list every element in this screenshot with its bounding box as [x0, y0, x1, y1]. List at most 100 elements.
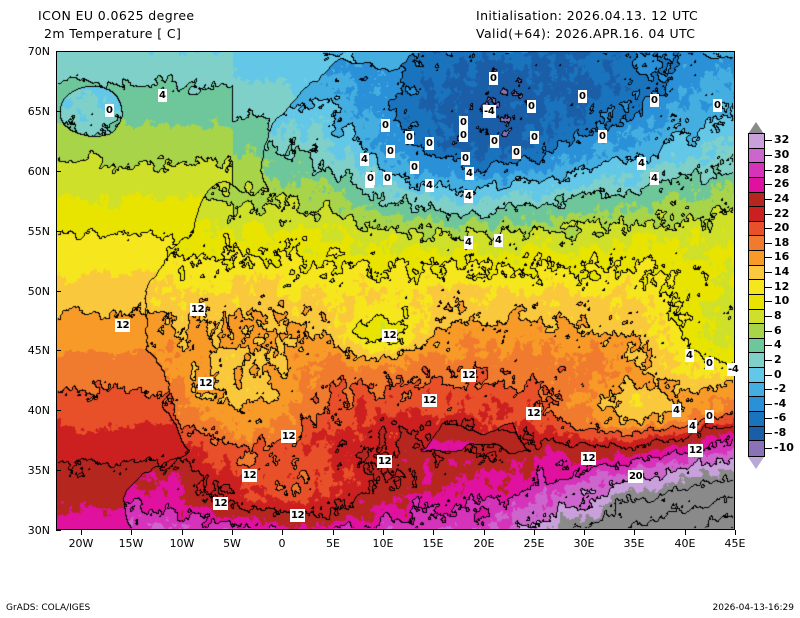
- colorbar-tick-label: 6: [774, 324, 782, 337]
- contour-label: 0: [705, 410, 714, 423]
- colorbar-tick: [765, 301, 772, 302]
- lon-tick: [685, 530, 686, 535]
- footer-credit: GrADS: COLA/IGES: [6, 603, 91, 613]
- contour-label: 12: [377, 455, 393, 468]
- colorbar-cell: [749, 177, 764, 193]
- lat-tick-label: 35N: [27, 464, 50, 477]
- lon-tick: [383, 530, 384, 535]
- colorbar-cell: [749, 382, 764, 398]
- contour-label: 12: [190, 303, 206, 316]
- colorbar-tick-label: -4: [774, 397, 787, 410]
- colorbar-cell: [749, 441, 764, 456]
- lon-tick-label: 0: [278, 537, 286, 550]
- lon-tick: [634, 530, 635, 535]
- colorbar-tick-label: 20: [774, 221, 790, 234]
- contour-label: 0: [527, 100, 536, 113]
- contour-label: 4: [464, 236, 473, 249]
- contour-label: 0: [598, 130, 607, 143]
- colorbar-cell: [749, 397, 764, 412]
- colorbar-tick-label: -2: [774, 382, 787, 395]
- colorbar-tick: [765, 257, 772, 258]
- contour-label: 0: [410, 161, 419, 174]
- colorbar-tick-label: -8: [774, 426, 787, 439]
- contour-label: 12: [242, 469, 258, 482]
- colorbar: [748, 133, 765, 457]
- lon-tick-label: 40E: [674, 537, 696, 550]
- colorbar-overflow-low-arrow: [748, 457, 764, 469]
- colorbar-tick-label: 16: [774, 250, 790, 263]
- colorbar-tick: [765, 243, 772, 244]
- colorbar-tick: [765, 418, 772, 419]
- lat-tick: [56, 530, 61, 531]
- contour-label: 12: [213, 497, 229, 510]
- contour-label: 4: [637, 157, 646, 170]
- variable-title: 2m Temperature [ C]: [44, 26, 182, 41]
- temperature-map: [56, 51, 735, 530]
- contour-label: 4: [360, 153, 369, 166]
- contour-label: 0: [530, 131, 539, 144]
- contour-label: 0: [713, 99, 722, 112]
- colorbar-cell: [749, 280, 764, 295]
- colorbar-tick: [765, 199, 772, 200]
- lon-tick: [534, 530, 535, 535]
- contour-label: 0: [386, 145, 395, 158]
- colorbar-tick-label: -6: [774, 411, 787, 424]
- lon-tick: [282, 530, 283, 535]
- colorbar-tick: [765, 389, 772, 390]
- colorbar-tick-label: 8: [774, 309, 782, 322]
- lon-tick-label: 5E: [326, 537, 340, 550]
- contour-label: 12: [198, 377, 214, 390]
- colorbar-tick-label: 12: [774, 280, 790, 293]
- colorbar-tick: [765, 375, 772, 376]
- lat-tick: [56, 470, 61, 471]
- contour-label: -4: [483, 105, 496, 118]
- colorbar-cell: [749, 353, 764, 368]
- colorbar-cell: [749, 265, 764, 281]
- lat-tick: [56, 51, 61, 52]
- colorbar-tick: [765, 360, 772, 361]
- contour-label: 4: [650, 172, 659, 185]
- contour-label: 0: [459, 129, 468, 142]
- contour-label: 0: [366, 172, 375, 185]
- valid-time: Valid(+64): 2026.APR.16. 04 UTC: [476, 26, 696, 41]
- colorbar-cell: [749, 294, 764, 310]
- lat-tick-label: 70N: [27, 45, 50, 58]
- colorbar-tick-label: -10: [774, 441, 794, 454]
- contour-label: 12: [581, 452, 597, 465]
- lon-tick: [232, 530, 233, 535]
- colorbar-tick-label: 10: [774, 294, 790, 307]
- colorbar-tick-label: 18: [774, 236, 790, 249]
- contour-label: 4: [672, 404, 681, 417]
- colorbar-tick: [765, 331, 772, 332]
- colorbar-cell: [749, 148, 764, 164]
- model-title: ICON EU 0.0625 degree: [38, 8, 195, 23]
- colorbar-cell: [749, 236, 764, 251]
- colorbar-cell: [749, 207, 764, 222]
- initialisation-time: Initialisation: 2026.04.13. 12 UTC: [476, 8, 699, 23]
- lon-tick-label: 35E: [623, 537, 645, 550]
- lat-tick-label: 55N: [27, 225, 50, 238]
- lon-tick: [333, 530, 334, 535]
- contour-label: 12: [688, 444, 704, 457]
- colorbar-tick: [765, 272, 772, 273]
- map-raster: [57, 52, 734, 529]
- contour-label: 12: [382, 329, 398, 342]
- colorbar-tick-label: 30: [774, 148, 790, 161]
- contour-label: 12: [290, 509, 306, 522]
- lon-tick: [433, 530, 434, 535]
- colorbar-tick-label: 22: [774, 207, 790, 220]
- lon-tick: [584, 530, 585, 535]
- lon-tick-label: 10W: [169, 537, 195, 550]
- lon-tick: [735, 530, 736, 535]
- colorbar-tick: [765, 404, 772, 405]
- lon-tick-label: 15W: [118, 537, 144, 550]
- colorbar-cell: [749, 221, 764, 237]
- contour-label: 0: [512, 146, 521, 159]
- colorbar-tick-label: 26: [774, 177, 790, 190]
- contour-label: 0: [489, 72, 498, 85]
- contour-label: 12: [526, 407, 542, 420]
- contour-label: 0: [105, 104, 114, 117]
- colorbar-tick-label: 4: [774, 338, 782, 351]
- contour-label: 4: [494, 234, 503, 247]
- lat-tick-label: 65N: [27, 105, 50, 118]
